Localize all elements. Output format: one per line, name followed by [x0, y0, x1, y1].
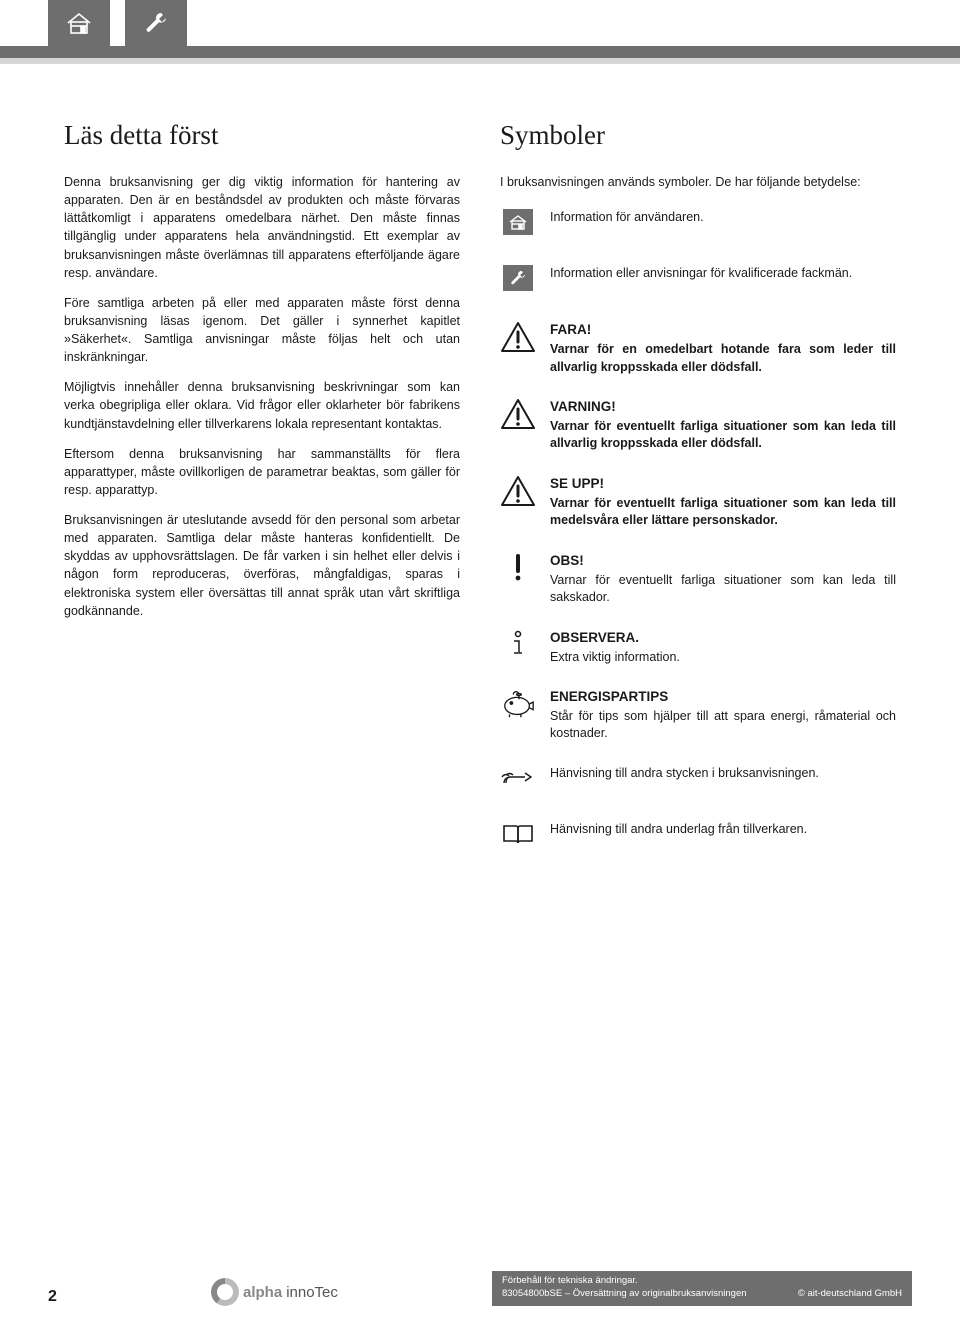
warn-tri-icon — [500, 475, 536, 509]
wrench-icon — [142, 9, 170, 37]
symbol-body: Varnar för eventuellt farliga situatione… — [550, 496, 896, 528]
logo-text-a: alpha — [243, 1284, 282, 1301]
footer-line2-left: 83054800bSE – Översättning av originalbr… — [502, 1288, 747, 1301]
header-bar — [0, 46, 960, 58]
warn-tri-icon — [500, 321, 536, 355]
right-column: Symboler I bruksanvisningen används symb… — [500, 120, 896, 877]
hand-icon — [500, 765, 536, 799]
exclaim-icon — [500, 552, 536, 586]
symbol-row: Hänvisning till andra stycken i bruksanv… — [500, 765, 896, 799]
symbol-text: Information för användaren. — [550, 209, 896, 227]
left-para: Bruksanvisningen är uteslutande avsedd f… — [64, 511, 460, 620]
content: Läs detta först Denna bruksanvisning ger… — [64, 120, 896, 877]
symbol-title: VARNING! — [550, 398, 896, 417]
symbol-title: ENERGISPARTIPS — [550, 688, 896, 707]
piggy-icon — [500, 688, 536, 722]
symbol-row: FARA! Varnar för en omedelbart hotande fa… — [500, 321, 896, 376]
symbol-row: Information för användaren. — [500, 209, 896, 243]
symbol-title: FARA! — [550, 321, 896, 340]
logo-swirl-icon — [211, 1278, 239, 1306]
home-badge-icon — [500, 209, 536, 243]
symbols-intro: I bruksanvisningen används symboler. De … — [500, 173, 896, 191]
warn-tri-icon — [500, 398, 536, 432]
left-heading: Läs detta först — [64, 120, 460, 151]
right-heading: Symboler — [500, 120, 896, 151]
info-i-icon — [500, 629, 536, 663]
footer: 2 alphainnoTec Förbehåll för tekniska än… — [48, 1271, 912, 1306]
left-para: Denna bruksanvisning ger dig viktig info… — [64, 173, 460, 282]
symbol-row: ENERGISPARTIPS Står för tips som hjälper … — [500, 688, 896, 743]
symbol-row: Information eller anvisningar för kvalif… — [500, 265, 896, 299]
tab-home — [48, 0, 110, 46]
left-column: Läs detta först Denna bruksanvisning ger… — [64, 120, 460, 877]
symbol-row: OBS! Varnar för eventuellt farliga situat… — [500, 552, 896, 607]
symbol-text: Hänvisning till andra stycken i bruksanv… — [550, 765, 896, 783]
symbol-body: Varnar för eventuellt farliga situatione… — [550, 419, 896, 451]
symbol-text: Information eller anvisningar för kvalif… — [550, 265, 896, 283]
symbol-row: VARNING! Varnar för eventuellt farliga si… — [500, 398, 896, 453]
symbol-body: Extra viktig information. — [550, 650, 680, 664]
logo-text-b: innoTec — [286, 1284, 338, 1301]
symbol-body: Hänvisning till andra stycken i bruksanv… — [550, 766, 819, 780]
symbol-body: Hänvisning till andra underlag från till… — [550, 822, 807, 836]
symbol-title: OBS! — [550, 552, 896, 571]
logo: alphainnoTec — [211, 1278, 338, 1306]
topbar — [0, 0, 960, 60]
symbol-text: VARNING! Varnar för eventuellt farliga si… — [550, 398, 896, 453]
book-icon — [500, 821, 536, 855]
left-para: Före samtliga arbeten på eller med appar… — [64, 294, 460, 367]
symbol-row: OBSERVERA. Extra viktig information. — [500, 629, 896, 666]
footer-right: Förbehåll för tekniska ändringar. 830548… — [492, 1271, 912, 1306]
symbol-text: FARA! Varnar för en omedelbart hotande fa… — [550, 321, 896, 376]
footer-line2-right: © ait-deutschland GmbH — [798, 1288, 902, 1301]
symbol-text: OBSERVERA. Extra viktig information. — [550, 629, 896, 666]
page-number: 2 — [48, 1288, 57, 1306]
symbol-text: Hänvisning till andra underlag från till… — [550, 821, 896, 839]
symbol-text: SE UPP! Varnar för eventuellt farliga sit… — [550, 475, 896, 530]
symbol-row: SE UPP! Varnar för eventuellt farliga sit… — [500, 475, 896, 530]
symbol-body: Information för användaren. — [550, 210, 704, 224]
symbol-text: ENERGISPARTIPS Står för tips som hjälper … — [550, 688, 896, 743]
symbol-body: Varnar för en omedelbart hotande fara so… — [550, 342, 896, 374]
symbol-body: Varnar för eventuellt farliga situatione… — [550, 573, 896, 605]
symbol-list: Information för användaren. Information e… — [500, 209, 896, 855]
symbol-text: OBS! Varnar för eventuellt farliga situat… — [550, 552, 896, 607]
symbol-row: Hänvisning till andra underlag från till… — [500, 821, 896, 855]
wrench-badge-icon — [500, 265, 536, 299]
left-para: Eftersom denna bruksanvisning har samman… — [64, 445, 460, 499]
symbol-body: Står för tips som hjälper till att spara… — [550, 709, 896, 741]
symbol-title: SE UPP! — [550, 475, 896, 494]
footer-line1: Förbehåll för tekniska ändringar. — [502, 1275, 902, 1288]
tab-tool — [125, 0, 187, 46]
symbol-title: OBSERVERA. — [550, 629, 896, 648]
symbol-body: Information eller anvisningar för kvalif… — [550, 266, 852, 280]
left-para: Möjligtvis innehåller denna bruksanvisni… — [64, 378, 460, 432]
home-icon — [64, 10, 94, 36]
